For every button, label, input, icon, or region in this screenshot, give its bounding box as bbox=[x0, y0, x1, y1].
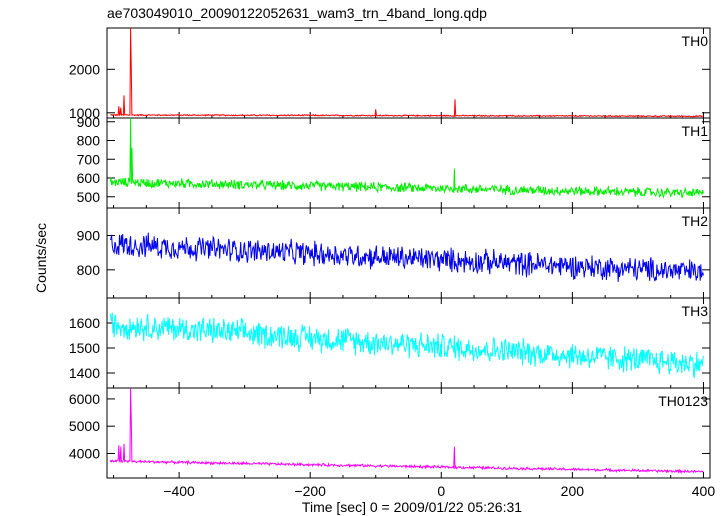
y-tick-label: 500 bbox=[77, 189, 101, 205]
y-tick-label: 5000 bbox=[69, 418, 100, 434]
y-tick-label: 900 bbox=[77, 227, 101, 243]
y-tick-label: 4000 bbox=[69, 445, 100, 461]
panel-label: TH0123 bbox=[658, 393, 708, 409]
series-line-th3 bbox=[109, 312, 704, 379]
y-tick-label: 6000 bbox=[69, 391, 100, 407]
series-line-th0 bbox=[110, 27, 704, 118]
x-tick-label: −200 bbox=[294, 483, 326, 499]
y-tick-label: 900 bbox=[77, 114, 101, 130]
y-tick-label: 800 bbox=[77, 133, 101, 149]
panel-label: TH3 bbox=[682, 303, 709, 319]
panel-th0123: 4000 5000 6000 TH0123 bbox=[69, 387, 711, 479]
panel-label: TH1 bbox=[682, 123, 709, 139]
series-line-th2 bbox=[109, 232, 704, 282]
x-axis-label: Time [sec] 0 = 2009/01/22 05:26:31 bbox=[302, 499, 522, 515]
y-tick-label: 1600 bbox=[69, 315, 100, 331]
panel-th2: 800 900 TH2 bbox=[77, 207, 711, 299]
y-tick-label: 800 bbox=[77, 262, 101, 278]
panel-frame bbox=[106, 27, 711, 119]
panel-th1: 500 600 700 800 900 TH1 bbox=[77, 114, 711, 209]
panels-group: 1000 2000 TH0 500 600 700 800 900 TH1 800 900 TH2 14… bbox=[69, 27, 711, 479]
series-line-th0123 bbox=[109, 387, 704, 475]
panel-frame bbox=[106, 387, 711, 479]
series-line-th1 bbox=[109, 117, 704, 199]
x-axis: −400 −200 0 200 400 bbox=[163, 483, 715, 499]
y-tick-label: 2000 bbox=[69, 61, 100, 77]
y-tick-label: 1000 bbox=[69, 105, 100, 121]
chart-title: ae703049010_20090122052631_wam3_trn_4ban… bbox=[107, 5, 487, 21]
panel-th0: 1000 2000 TH0 bbox=[69, 27, 711, 121]
panel-label: TH0 bbox=[682, 33, 709, 49]
y-tick-label: 700 bbox=[77, 151, 101, 167]
y-tick-label: 600 bbox=[77, 170, 101, 186]
panel-label: TH2 bbox=[682, 213, 709, 229]
x-tick-label: −400 bbox=[163, 483, 195, 499]
y-axis-label: Counts/sec bbox=[33, 223, 49, 293]
x-tick-label: 400 bbox=[692, 483, 716, 499]
x-tick-label: 0 bbox=[437, 483, 445, 499]
y-tick-label: 1500 bbox=[69, 340, 100, 356]
y-tick-label: 1400 bbox=[69, 365, 100, 381]
panel-th3: 1400 1500 1600 TH3 bbox=[69, 297, 711, 389]
x-tick-label: 200 bbox=[561, 483, 585, 499]
